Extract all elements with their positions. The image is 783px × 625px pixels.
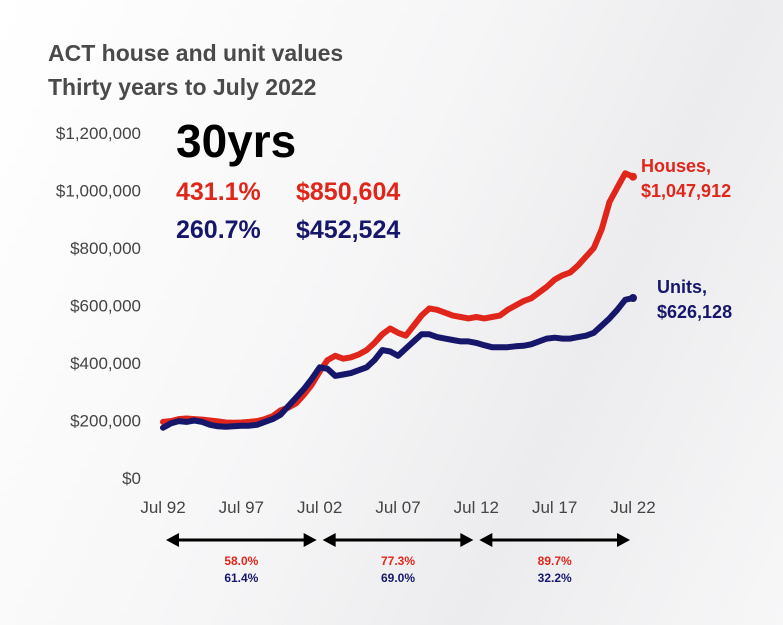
series-line-units (160, 295, 636, 431)
units-end-name: Units, (657, 277, 708, 297)
houses-growth-value: $850,604 (296, 178, 401, 206)
houses-growth-pct: 431.1% (176, 178, 261, 206)
x-tick-label: Jul 97 (219, 498, 264, 517)
houses-end-value: $1,047,912 (641, 181, 732, 201)
y-tick-label: $200,000 (70, 412, 141, 431)
units-growth-pct: 260.7% (176, 216, 261, 244)
chart-subtitle: Thirty years to July 2022 (48, 74, 317, 100)
series-end-point-units (629, 293, 637, 302)
x-tick-label: Jul 12 (454, 498, 499, 517)
chart-title-block: ACT house and unit values Thirty years t… (48, 36, 343, 104)
y-tick-label: $800,000 (70, 239, 141, 258)
series-line-houses (160, 170, 636, 426)
x-tick-label: Jul 92 (140, 498, 185, 517)
houses-end-name: Houses, (641, 156, 712, 176)
period-houses-growth: 58.0% (224, 554, 258, 568)
units-end-label: Units, $626,128 (657, 275, 732, 325)
y-tick-label: $1,000,000 (56, 182, 141, 201)
period-houses-growth: 77.3% (381, 554, 415, 568)
series-end-point-houses (629, 172, 637, 181)
period-arrow-left-head (479, 533, 493, 547)
units-growth-value: $452,524 (296, 216, 401, 244)
units-end-value: $626,128 (657, 302, 733, 322)
period-arrow-right-head (617, 533, 630, 547)
period-units-growth: 32.2% (538, 571, 572, 585)
period-units-growth: 69.0% (381, 571, 415, 585)
x-tick-label: Jul 17 (532, 498, 577, 517)
y-tick-label: $400,000 (70, 354, 141, 373)
headline-period: 30yrs (176, 115, 297, 167)
y-tick-label: $600,000 (70, 297, 141, 316)
x-tick-label: Jul 07 (375, 498, 420, 517)
period-units-growth: 61.4% (224, 571, 258, 585)
period-arrow-right-head (460, 533, 474, 547)
period-arrow-right-head (303, 533, 317, 547)
period-arrow-left-head (322, 533, 336, 547)
x-tick-label: Jul 02 (297, 498, 342, 517)
chart-title: ACT house and unit values (48, 40, 344, 66)
period-arrow-left-head (166, 533, 179, 547)
period-houses-growth: 89.7% (538, 554, 572, 568)
houses-end-label: Houses, $1,047,912 (641, 154, 731, 204)
y-tick-label: $1,200,000 (56, 124, 141, 143)
y-tick-label: $0 (122, 469, 141, 488)
x-tick-label: Jul 22 (610, 498, 655, 517)
